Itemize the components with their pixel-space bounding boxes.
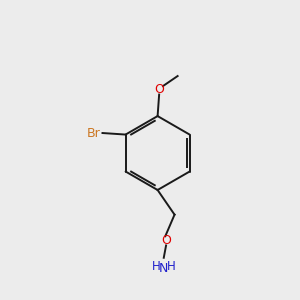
Text: O: O [154, 83, 164, 96]
Text: N: N [159, 262, 168, 275]
Text: H: H [167, 260, 176, 273]
Text: H: H [152, 260, 161, 273]
Text: Br: Br [87, 127, 101, 140]
Text: O: O [161, 234, 171, 247]
